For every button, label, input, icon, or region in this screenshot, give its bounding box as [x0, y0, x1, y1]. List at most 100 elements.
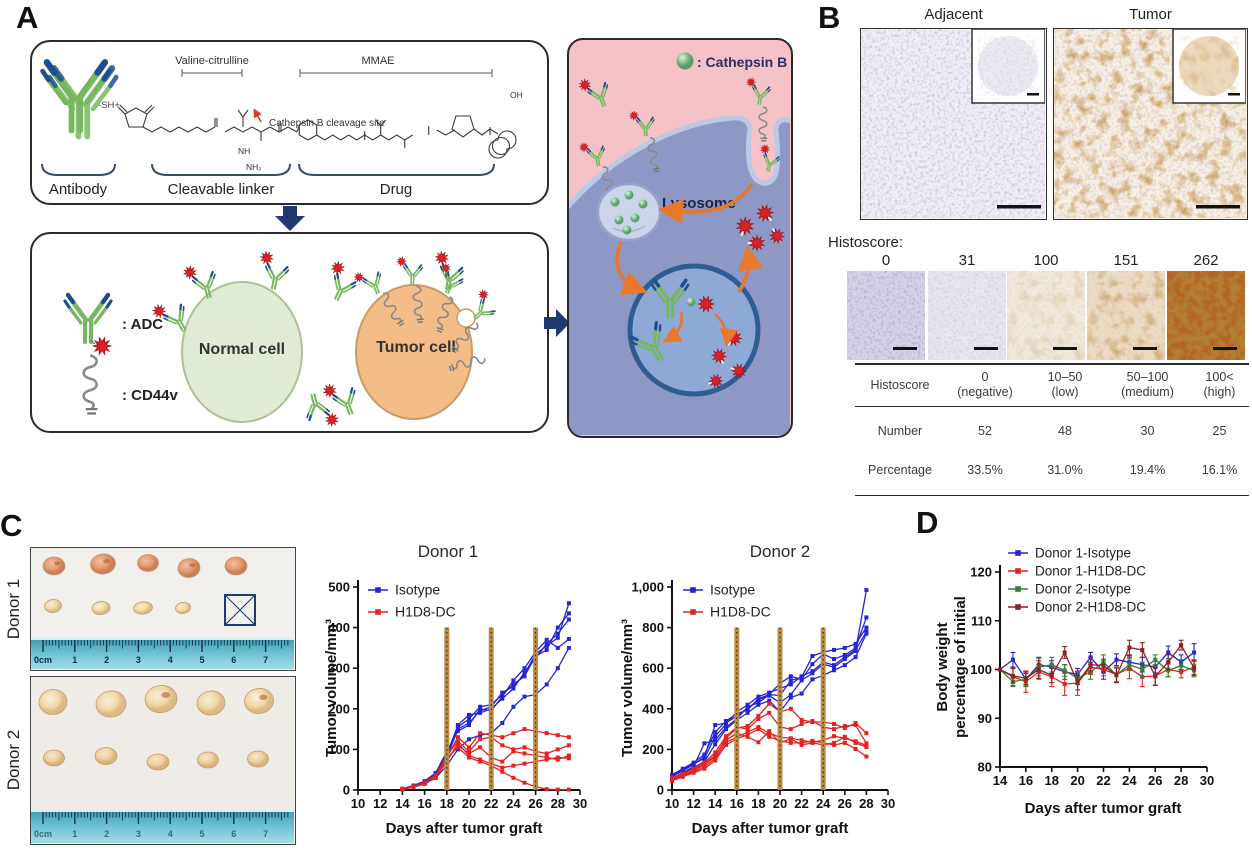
histoscore-value: 31 [958, 252, 976, 269]
table-percentage-cell: 31.0% [1047, 463, 1083, 477]
flow-down-arrow-icon [275, 206, 305, 231]
tumor-specimen [224, 556, 248, 576]
antibody-section-label: Antibody [49, 181, 108, 198]
svg-text:120: 120 [970, 565, 992, 580]
legend-entry: Donor 1-Isotype [1035, 546, 1131, 561]
donor2-y-axis-label: Tumor volume/mm³ [619, 618, 636, 758]
sh-label: -SH+ [98, 100, 120, 111]
atom-oh: OH [510, 90, 523, 100]
donor2-tumor-photo: 0cm 1 2 3 4 5 6 7 [30, 676, 296, 845]
ruler-number: 0cm [34, 655, 52, 665]
ruler-number: 5 [199, 655, 204, 665]
svg-text:12: 12 [686, 796, 700, 811]
table-header-cell: 100< (high) [1203, 370, 1236, 399]
svg-text:22: 22 [794, 796, 808, 811]
tumor-specimen [146, 753, 170, 771]
panel-d-label: D [916, 505, 939, 540]
ruler-number: 1 [72, 655, 77, 665]
excluded-sample-box [224, 594, 256, 626]
table-percentage-cell: 16.1% [1201, 463, 1238, 477]
bodyweight-y-axis-label: Body weight percentage of initial [934, 596, 969, 738]
table-number-cell: 25 [1212, 424, 1227, 438]
legend-entry: Isotype [395, 582, 440, 598]
svg-text:16: 16 [730, 796, 744, 811]
svg-text:1,000: 1,000 [631, 580, 664, 595]
tumor-specimen [244, 688, 274, 714]
svg-text:10: 10 [665, 796, 679, 811]
tumor-specimen [247, 750, 269, 768]
tumor-specimen [196, 690, 226, 716]
tumor-cell-label: Tumor cell [376, 339, 456, 356]
valine-citrulline-label: Valine-citrulline [175, 55, 249, 67]
cathepsin-b-legend-label: : Cathepsin B [697, 54, 787, 70]
svg-text:90: 90 [978, 711, 992, 726]
tumor-specimen [94, 747, 118, 765]
svg-text:18: 18 [440, 796, 454, 811]
donor2-photo-label: Donor 2 [4, 729, 23, 791]
svg-text:14: 14 [993, 773, 1008, 788]
histoscore-table: Histoscore 0 (negative) 10–50 (low) 50–100 (me… [855, 363, 1249, 496]
svg-text:30: 30 [881, 796, 895, 811]
section-braces [41, 163, 495, 176]
tumor-cell [355, 284, 473, 420]
svg-text:26: 26 [528, 796, 542, 811]
svg-text:28: 28 [1174, 773, 1188, 788]
tumor-specimen [91, 601, 111, 615]
histoscore-value: 151 [1113, 252, 1139, 269]
cathepsin-b-icon [676, 52, 694, 70]
donor1-y-axis-label: Tumor volume/mm³ [323, 618, 340, 758]
svg-text:14: 14 [395, 796, 410, 811]
normal-cell [181, 281, 303, 423]
histoscore-value: 100 [1033, 252, 1059, 269]
svg-text:30: 30 [573, 796, 587, 811]
mmae-label: MMAE [362, 55, 395, 67]
tumor-specimen [144, 685, 178, 713]
tumor-cell-notch [456, 308, 476, 328]
cells-box: Normal cell Tumor cell : ADC : CD44v [30, 232, 549, 433]
atom-nh2: NH₂ [246, 162, 262, 172]
legend-entry: H1D8-DC [710, 604, 771, 620]
trafficking-arrows [615, 182, 764, 348]
ruler-number: 7 [263, 655, 268, 665]
table-header-cell: 10–50 (low) [1047, 370, 1083, 399]
svg-text:800: 800 [642, 620, 664, 635]
ihc-tumor-inset [1172, 29, 1246, 104]
tumor-specimen [197, 751, 219, 769]
svg-text:20: 20 [462, 796, 476, 811]
donor1-tumor-volume-chart: Donor 1 Tumor volume/mm³ Days after tumo… [318, 532, 610, 848]
table-number-cell: 48 [1058, 424, 1072, 438]
svg-text:14: 14 [708, 796, 723, 811]
histoscore-tile [1007, 271, 1085, 360]
svg-text:200: 200 [642, 742, 664, 757]
ruler-number: 2 [104, 829, 109, 839]
svg-text:200: 200 [328, 701, 350, 716]
ruler-number: 3 [136, 655, 141, 665]
svg-text:0: 0 [343, 783, 350, 798]
legend-entry: Donor 2-Isotype [1035, 582, 1131, 597]
mmae-bracket [299, 69, 493, 77]
adc-structure-box: -SH+ Valine-citrulline MMAE [30, 40, 549, 205]
legend-entry: Donor 2-H1D8-DC [1035, 600, 1146, 615]
drug-section-label: Drug [380, 181, 413, 198]
svg-text:100: 100 [970, 662, 992, 677]
table-header-cell: 0 (negative) [957, 370, 1013, 399]
histoscore-tile [928, 271, 1006, 360]
svg-text:18: 18 [1045, 773, 1059, 788]
panel-b-label: B [818, 0, 841, 35]
tumor-specimen [38, 689, 68, 715]
svg-text:400: 400 [328, 620, 350, 635]
ruler-number: 1 [72, 829, 77, 839]
ihc-tumor-image [1053, 28, 1248, 220]
svg-text:500: 500 [328, 580, 350, 595]
normal-cell-label: Normal cell [199, 341, 285, 358]
atom-nh: NH [238, 146, 250, 156]
svg-text:24: 24 [506, 796, 521, 811]
legend-entry: Donor 1-H1D8-DC [1035, 564, 1146, 579]
donor2-tumor-volume-chart: Donor 2 Tumor volume/mm³ Days after tumo… [612, 532, 910, 848]
ruler-number: 5 [199, 829, 204, 839]
svg-text:18: 18 [751, 796, 765, 811]
endosome-contents [627, 278, 747, 390]
legend-entry: Isotype [710, 582, 755, 598]
